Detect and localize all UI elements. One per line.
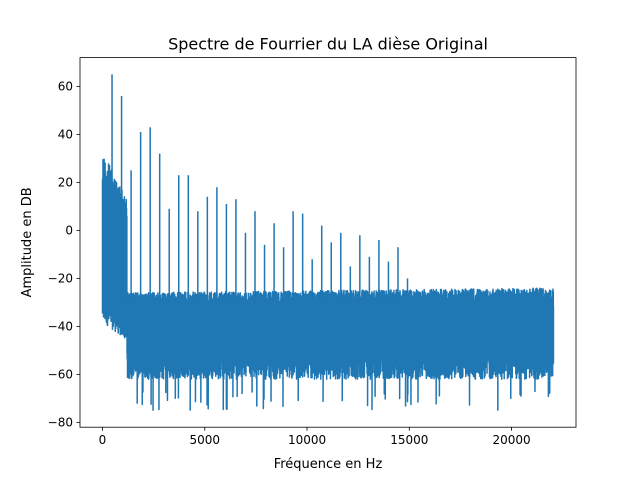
x-axis-label: Fréquence en Hz bbox=[274, 457, 383, 472]
chart-title: Spectre de Fourrier du LA dièse Original bbox=[168, 35, 488, 54]
y-axis-label: Amplitude en DB bbox=[20, 187, 35, 297]
x-tick-label: 15000 bbox=[390, 433, 428, 447]
y-tick-label: −20 bbox=[48, 272, 73, 286]
x-axis: 0 5000 10000 15000 20000 bbox=[99, 427, 531, 447]
y-tick-label: 60 bbox=[58, 80, 73, 94]
y-tick-label: −80 bbox=[48, 416, 73, 430]
y-axis: −80 −60 −40 −20 0 20 40 60 bbox=[48, 80, 80, 430]
y-tick-label: 40 bbox=[58, 128, 73, 142]
x-tick-label: 0 bbox=[99, 433, 107, 447]
y-tick-label: 20 bbox=[58, 176, 73, 190]
plot-frame bbox=[79, 57, 577, 428]
spectrum-trace bbox=[101, 158, 555, 411]
x-tick-label: 10000 bbox=[288, 433, 326, 447]
y-tick-label: 0 bbox=[65, 224, 73, 238]
x-tick-label: 20000 bbox=[492, 433, 530, 447]
x-tick-label: 5000 bbox=[189, 433, 220, 447]
y-tick-label: −60 bbox=[48, 368, 73, 382]
y-tick-label: −40 bbox=[48, 320, 73, 334]
series-layer bbox=[101, 74, 555, 411]
